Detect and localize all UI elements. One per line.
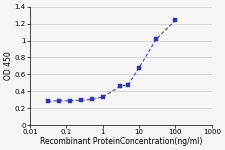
X-axis label: Recombinant ProteinConcentration(ng/ml): Recombinant ProteinConcentration(ng/ml) (40, 137, 202, 146)
Y-axis label: OD 450: OD 450 (4, 52, 13, 80)
